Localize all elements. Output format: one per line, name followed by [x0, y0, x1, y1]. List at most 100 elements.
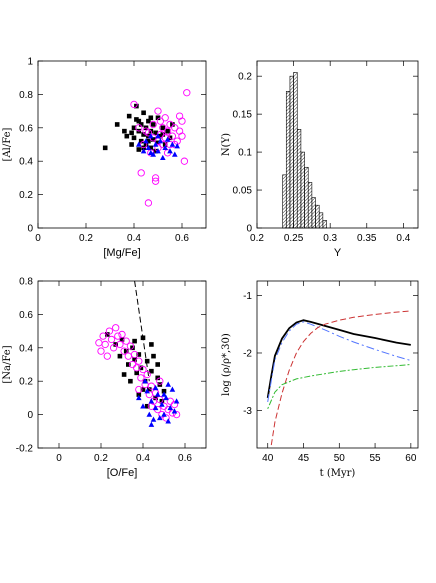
- data-point-square: [122, 128, 127, 134]
- data-point-square: [160, 125, 166, 131]
- data-point-triangle: [169, 141, 176, 147]
- plot-frame: [37, 60, 207, 229]
- data-point-circle: [168, 132, 177, 140]
- x-tick-label: 0.2: [94, 453, 108, 464]
- data-point-square: [102, 145, 108, 151]
- data-point-square: [124, 133, 130, 139]
- y-tick-label: 0.2: [19, 190, 33, 201]
- data-point-circle: [166, 120, 174, 129]
- y-tick-label: 1: [27, 57, 33, 68]
- data-point-square: [165, 128, 170, 134]
- data-point-circle: [107, 335, 116, 344]
- y-tick-label: 0.6: [19, 123, 33, 134]
- plot-frame: [37, 280, 207, 449]
- x-tick-label: 45: [298, 453, 310, 464]
- series-open-circle: [95, 324, 181, 422]
- plot-frame: [256, 280, 419, 449]
- data-point-square: [144, 403, 150, 409]
- data-point-triangle: [165, 418, 171, 424]
- data-point-square: [126, 362, 131, 367]
- chart-log-rho: 40 45 50 55 60 -3 -2 -1 t (Myr) log (ρ/ρ*,30): [221, 280, 419, 479]
- y-tick-label: 0.8: [19, 90, 33, 101]
- data-point-square: [161, 388, 167, 394]
- data-point-circle: [124, 352, 132, 360]
- data-point-triangle: [155, 148, 161, 154]
- data-point-circle: [97, 347, 105, 355]
- dashed-line: [134, 281, 150, 382]
- data-point-square: [130, 345, 135, 351]
- y-tick-label: 0.15: [233, 110, 253, 121]
- data-point-triangle: [154, 391, 161, 397]
- data-point-triangle: [145, 144, 152, 151]
- data-point-triangle: [140, 403, 146, 409]
- histogram-bar: [282, 174, 287, 229]
- data-point-circle: [135, 385, 143, 394]
- x-axis-label: [O/Fe]: [107, 467, 138, 479]
- data-point-circle: [103, 352, 111, 360]
- data-point-circle: [147, 382, 156, 390]
- data-point-square: [141, 132, 146, 137]
- data-point-square: [132, 357, 137, 362]
- data-point-circle: [116, 340, 124, 349]
- x-tick-label: 0.25: [284, 233, 304, 244]
- y-tick-label: -0.2: [16, 444, 34, 455]
- x-tick-label: 0.4: [136, 453, 150, 464]
- data-point-triangle: [164, 136, 171, 142]
- data-point-square: [146, 138, 151, 144]
- histogram-bar: [285, 91, 291, 229]
- histogram-bar: [300, 151, 305, 229]
- y-tick-label: 0.4: [19, 343, 33, 354]
- x-tick-label: 0: [35, 233, 41, 244]
- data-point-triangle: [171, 408, 178, 414]
- data-point-triangle: [152, 404, 159, 411]
- chart-na-o: 0 0.2 0.4 0.6 -0.2 0 0.2 0.4 0.6 0.8 [O/Fe] [Na/Fe]: [2, 277, 207, 479]
- x-tick-label: 0.2: [79, 233, 93, 244]
- data-point-square: [141, 110, 146, 116]
- data-point-triangle: [152, 384, 159, 391]
- data-point-circle: [126, 342, 135, 350]
- data-point-triangle: [142, 378, 148, 384]
- data-point-circle: [151, 177, 160, 185]
- data-point-circle: [101, 340, 109, 349]
- data-point-circle: [114, 332, 122, 340]
- data-point-square: [160, 132, 166, 137]
- y-tick-label: 0: [27, 224, 33, 235]
- data-point-triangle: [155, 133, 161, 139]
- y-tick-label: -1: [243, 291, 252, 302]
- x-tick-label: 0.35: [357, 233, 377, 244]
- data-point-square: [155, 375, 160, 381]
- data-point-triangle: [165, 381, 171, 387]
- data-point-circle: [143, 370, 151, 379]
- data-point-square: [129, 142, 134, 147]
- data-point-square: [153, 130, 158, 136]
- data-point-circle: [109, 344, 118, 352]
- data-point-triangle: [163, 394, 169, 401]
- y-tick-label: 0: [27, 410, 33, 421]
- data-point-circle: [163, 127, 172, 135]
- data-point-square: [155, 362, 160, 367]
- data-point-triangle: [148, 133, 154, 139]
- data-point-circle: [154, 107, 162, 115]
- data-point-square: [144, 358, 150, 364]
- histogram-bars: [282, 72, 327, 229]
- y-tick-label: 0.05: [233, 186, 253, 197]
- plot-area: [266, 310, 411, 446]
- data-point-square: [155, 115, 161, 121]
- data-point-circle: [156, 117, 165, 125]
- data-point-square: [117, 353, 123, 359]
- y-axis-label: [Na/Fe]: [2, 345, 13, 383]
- y-tick-label: 0: [246, 224, 252, 235]
- y-tick-label: 0.2: [238, 72, 252, 83]
- data-point-square: [159, 398, 165, 404]
- series-line-dashed: [270, 310, 411, 446]
- data-point-triangle: [161, 391, 167, 397]
- data-point-square: [150, 137, 156, 142]
- x-tick-label: 0: [56, 453, 62, 464]
- data-point-circle: [122, 337, 130, 345]
- data-point-square: [128, 378, 133, 384]
- data-point-circle: [99, 332, 107, 340]
- data-point-square: [143, 142, 149, 147]
- histogram-bar: [315, 204, 320, 229]
- data-point-circle: [170, 400, 179, 409]
- data-point-triangle: [150, 151, 156, 157]
